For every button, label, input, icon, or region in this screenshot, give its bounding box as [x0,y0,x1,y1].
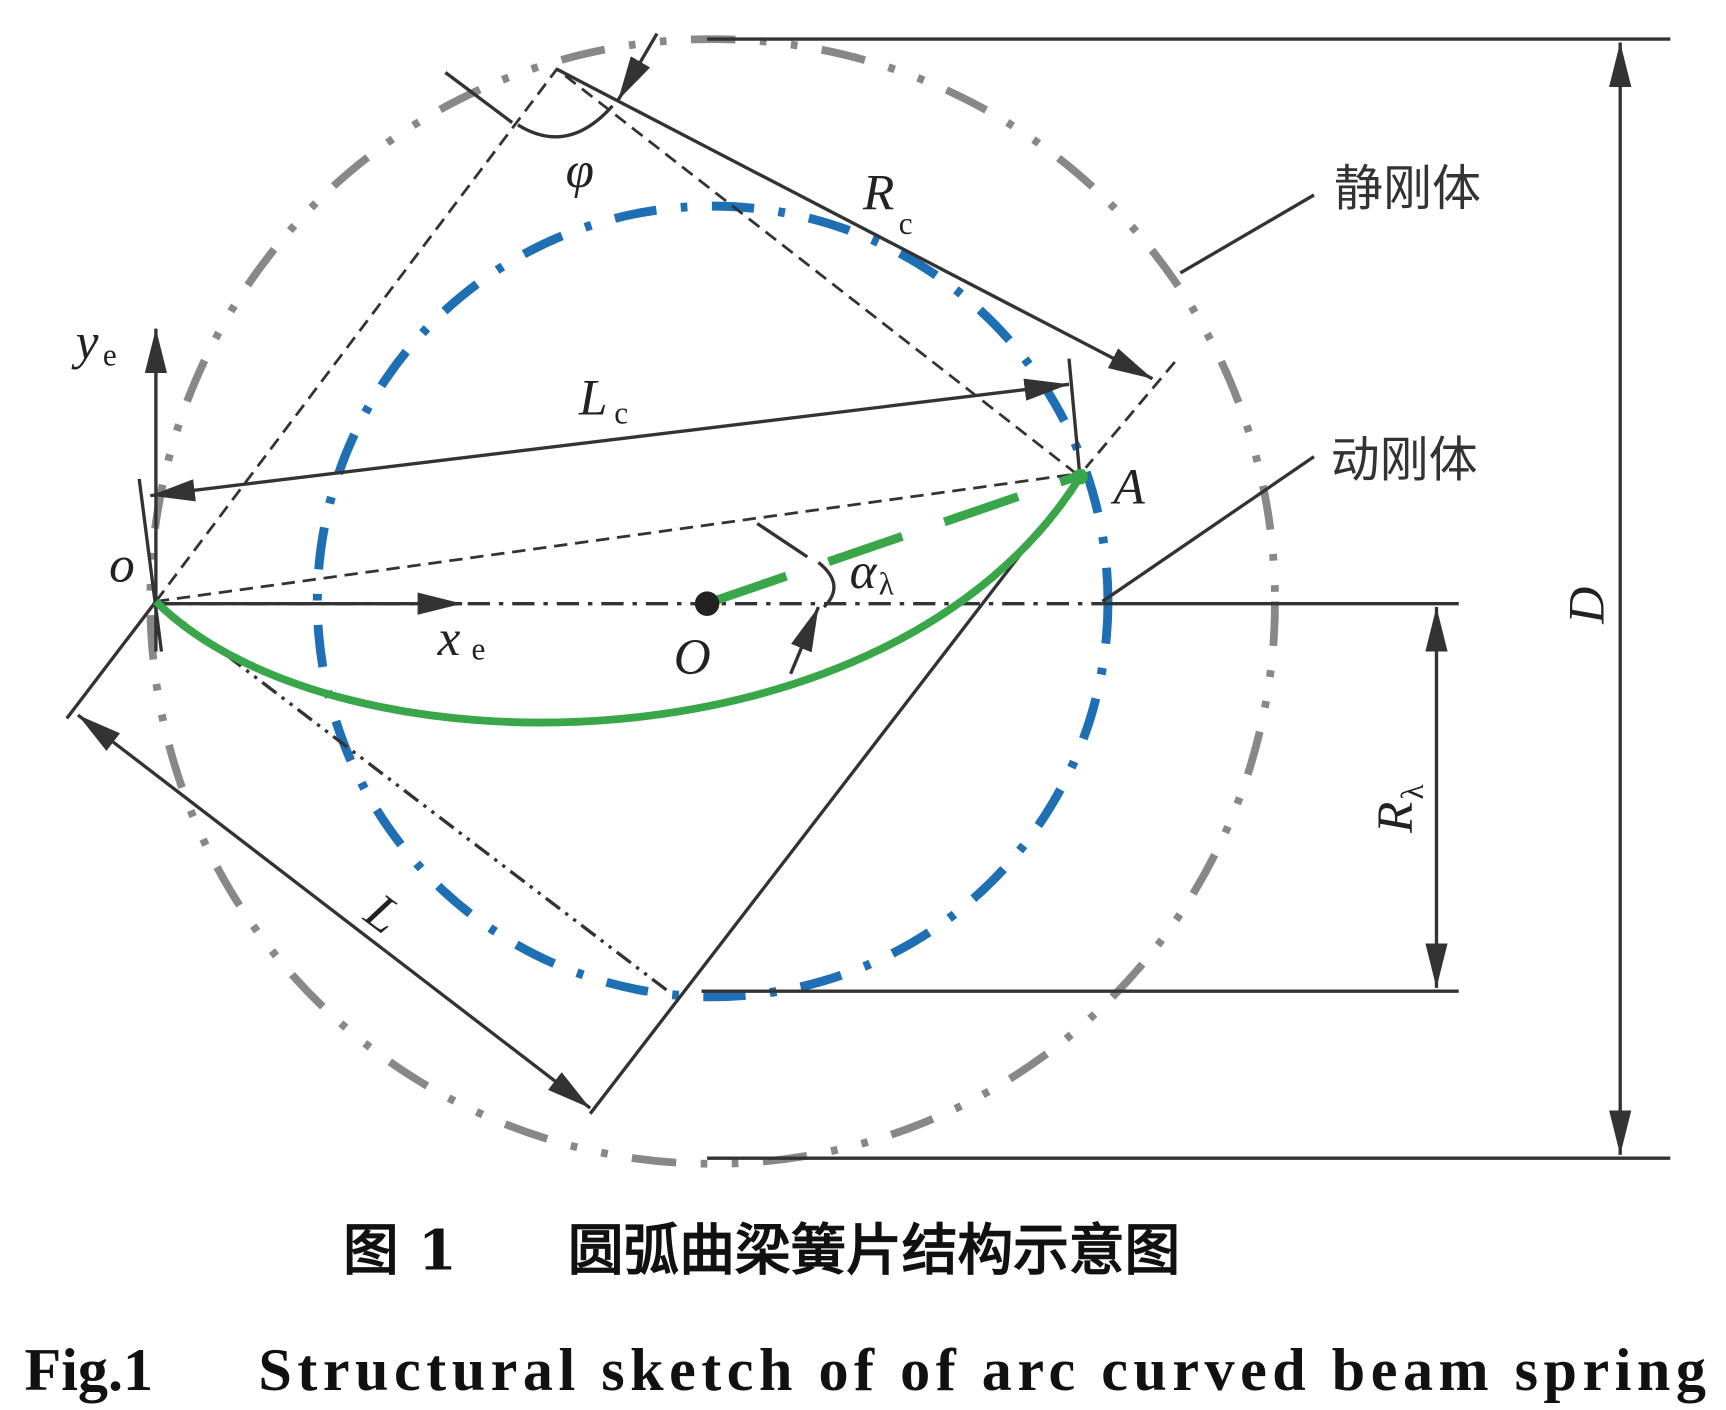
geometry [65,32,1671,1168]
phi-label: φ [566,142,594,199]
solid-lines [65,37,1671,1160]
construction-lines [154,67,1176,603]
symbol: x [437,610,461,667]
subscript: e [471,631,485,666]
symbol: R [1367,802,1424,834]
beam-arc [153,474,1084,727]
subscript: c [899,206,913,241]
a-label: A [1111,458,1146,515]
rc-label: Rc [862,164,913,240]
r-label: Rλ [1367,784,1430,834]
symbol: y [71,314,99,371]
rc-arrow [556,67,1154,381]
phi-arc [516,104,614,139]
caption-zh-figure: 图 1 [343,1219,457,1284]
d-label: D [1559,587,1616,625]
subscript: c [614,395,628,430]
caption-zh-title: 圆弧曲梁簧片结构示意图 [568,1219,1180,1284]
caption: 图 1 圆弧曲梁簧片结构示意图 Fig.1 Structural sketch … [24,1219,1705,1404]
l-label: L [354,882,412,945]
symbol: R [862,164,894,221]
lc-arrow [150,378,1070,502]
subscript: λ [879,567,894,602]
center-point [694,591,720,616]
radius-line [711,469,1088,606]
l-arrow [76,713,592,1110]
alpha-label: αλ [850,543,894,602]
symbol: L [578,369,608,426]
alpha-arrows [756,522,818,675]
subscript: λ [1395,784,1430,799]
caption-en-figure: Fig.1 [24,1337,153,1404]
static-body-label: 静刚体 [1334,160,1481,217]
caption-en-title: Structural sketch of of arc curved beam … [258,1337,1706,1404]
o-label: o [109,536,135,593]
point-a [1072,468,1088,485]
symbol: α [850,543,878,600]
phi-arrows [444,32,657,123]
moving-circle [312,201,1113,1002]
subscript: e [103,337,117,372]
moving-body-label: 动刚体 [1331,432,1478,489]
center-label: O [674,629,711,686]
alpha-arc [817,561,836,609]
